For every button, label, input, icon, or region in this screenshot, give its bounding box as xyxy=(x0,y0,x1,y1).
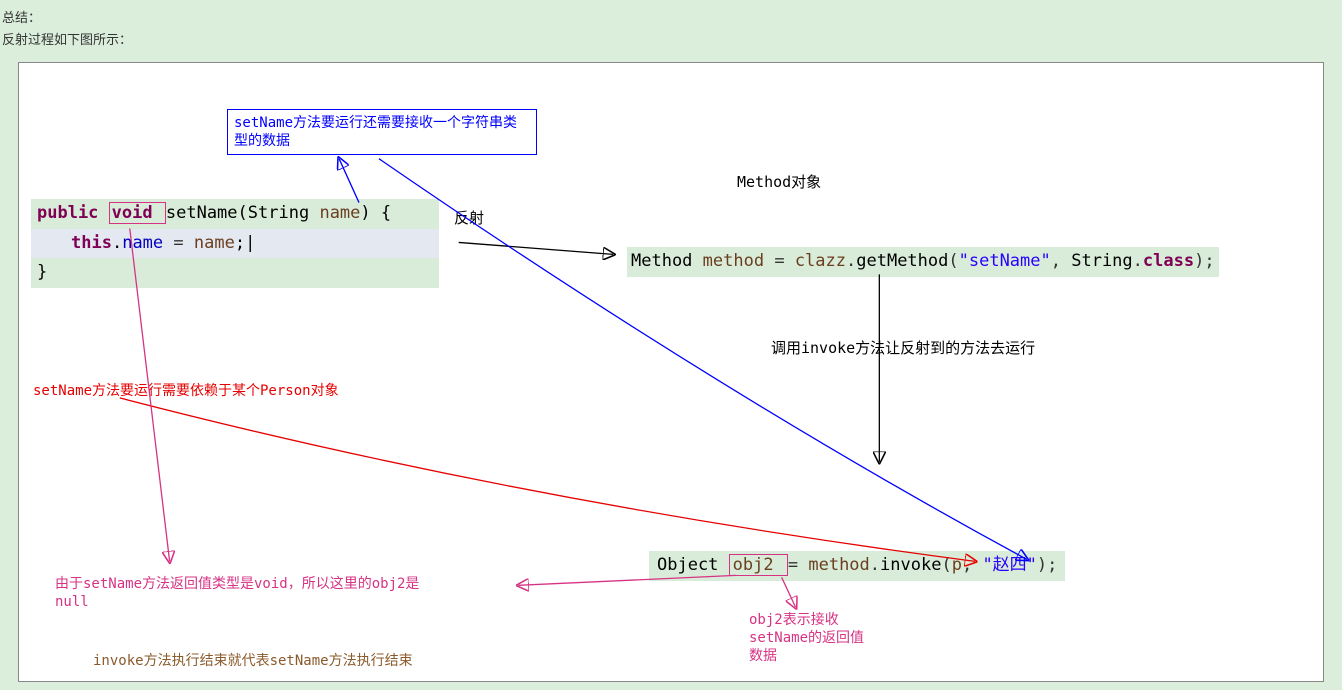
pink-annotation-obj2: obj2表示接收 setName的返回值 数据 xyxy=(749,611,864,666)
brace-close: } xyxy=(37,262,47,282)
void-highlight-box: void xyxy=(109,202,166,224)
text-cursor: | xyxy=(245,233,255,253)
kw-void: void xyxy=(112,203,153,223)
code-block-invoke: Object obj2 = method.invoke(p, "赵四"); xyxy=(649,551,1065,581)
kw-this: this xyxy=(71,233,112,253)
red-annotation-person: setName方法要运行需要依赖于某个Person对象 xyxy=(33,381,339,402)
code-block-setname: public void setName(String name) { this.… xyxy=(31,199,439,288)
param-ref: name xyxy=(194,233,235,253)
obj2-var: obj2 xyxy=(733,555,774,575)
clazz-var: clazz xyxy=(795,251,846,271)
brace-open: { xyxy=(381,203,391,223)
Method-type: Method xyxy=(631,251,692,271)
arrow-blue-up xyxy=(339,159,359,203)
blue-callout-box: setName方法要运行还需要接收一个字符串类型的数据 xyxy=(227,109,537,155)
method-var: method xyxy=(703,251,764,271)
obj2-highlight-box: obj2 xyxy=(729,554,788,576)
kw-public: public xyxy=(37,203,98,223)
zhaosi-str: "赵四" xyxy=(982,555,1036,575)
reflect-label: 反射 xyxy=(454,207,484,230)
Object-type: Object xyxy=(657,555,718,575)
p-arg: p xyxy=(952,555,962,575)
param-name: name xyxy=(319,203,360,223)
method-name: setName xyxy=(166,203,238,223)
method-object-label: Method对象 xyxy=(737,171,821,194)
arg-setname-str: "setName" xyxy=(959,251,1051,271)
code-block-getmethod: Method method = clazz.getMethod("setName… xyxy=(627,247,1219,277)
field-name-left: name xyxy=(122,233,163,253)
pink2-line1: obj2表示接收 xyxy=(749,612,839,628)
kw-class: class xyxy=(1143,251,1194,271)
brown-annotation-invoke-end: invoke方法执行结束就代表setName方法执行结束 xyxy=(93,651,413,672)
String-type: String xyxy=(1071,251,1132,271)
intro-line2: 反射过程如下图所示： xyxy=(2,30,1340,50)
invoke-label: 调用invoke方法让反射到的方法去运行 xyxy=(771,337,1035,360)
pink-line1: 由于setName方法返回值类型是void，所以这里的obj2是 xyxy=(55,576,419,592)
pink-line2: null xyxy=(55,594,89,610)
pink2-line3: 数据 xyxy=(749,648,777,664)
arrow-pink-obj2-down xyxy=(782,577,796,607)
param-type: String xyxy=(248,203,309,223)
pink-annotation-void-null: 由于setName方法返回值类型是void，所以这里的obj2是 null xyxy=(55,575,525,611)
page-root: 总结： 反射过程如下图所示： setName方法要运行还需要接收一个字符串类型的… xyxy=(0,0,1342,690)
intro-block: 总结： 反射过程如下图所示： xyxy=(0,0,1342,57)
diagram-container: setName方法要运行还需要接收一个字符串类型的数据 public void … xyxy=(18,62,1324,682)
arrow-reflect xyxy=(459,242,613,254)
intro-line1: 总结： xyxy=(2,8,1340,28)
blue-callout-text: setName方法要运行还需要接收一个字符串类型的数据 xyxy=(234,115,517,149)
arrow-red-to-p xyxy=(120,398,975,561)
invoke-call: invoke xyxy=(880,555,941,575)
pink2-line2: setName的返回值 xyxy=(749,630,864,646)
getMethod-call: getMethod xyxy=(856,251,948,271)
method-var-2: method xyxy=(808,555,869,575)
